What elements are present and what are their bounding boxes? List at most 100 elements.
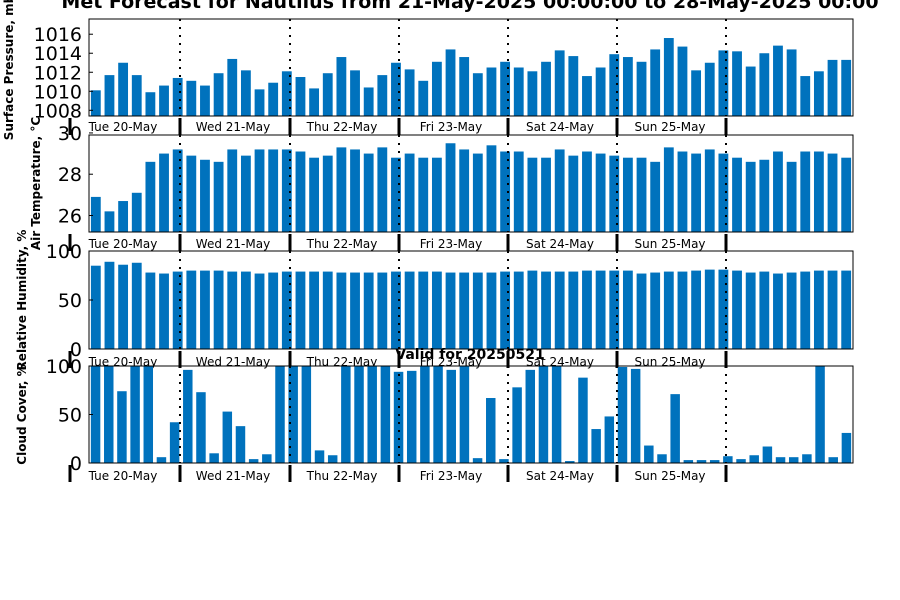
bar-30 [486,67,497,116]
bar-44 [677,46,688,116]
bar-36 [568,56,579,116]
bar-6 [156,457,167,463]
bar-49 [745,66,756,116]
day-label-5: Sat 24-May [526,120,594,134]
bar-39 [609,54,620,116]
bar-2 [104,75,115,116]
bar-9 [200,270,210,349]
bar-29 [472,153,483,232]
bar-42 [650,161,661,232]
bar-19 [336,272,347,349]
bar-28 [446,369,456,463]
bar-34 [541,271,551,349]
bar-15 [281,149,292,232]
day-label-2: Wed 21-May [196,355,270,369]
bar-54 [813,151,824,232]
bar-55 [827,153,838,232]
bar-56 [841,157,852,232]
panel-2: 26 28 30 Air Temperature, °C Tue 20-May Wed 2… [29,117,854,251]
y-tick-label-3: 30 [58,123,82,145]
bar-48 [732,270,742,349]
bar-7 [172,149,183,232]
figure-title: Met Forecast for Nautilus from 21-May-20… [61,0,878,13]
bar-45 [670,394,680,463]
bar-23 [391,157,401,232]
y-axis-label: Relative Humidity, % [15,230,29,371]
day-label-6: Sun 25-May [634,237,705,251]
y-tick-label-1: 0 [70,339,82,361]
bar-44 [657,454,667,463]
bar-7 [169,422,180,463]
bar-39 [609,155,620,232]
bar-22 [367,366,377,463]
bar-50 [759,53,770,116]
bar-55 [802,454,812,463]
bar-16 [295,77,306,116]
bar-13 [254,89,265,116]
bar-10 [213,270,224,349]
bar-53 [800,151,811,232]
bar-53 [800,271,811,349]
bar-15 [275,366,285,463]
y-tick-label-2: 50 [58,405,82,427]
bar-57 [828,457,838,463]
bar-30 [486,145,497,232]
bar-33 [527,157,538,232]
bar-54 [813,71,824,116]
bar-18 [322,73,333,116]
bar-41 [636,157,647,232]
y-tick-label-1: 0 [70,453,82,475]
day-label-2: Wed 21-May [196,120,270,134]
bar-56 [841,270,852,349]
bar-5 [143,366,154,463]
bar-7 [172,271,183,349]
bar-46 [704,269,715,349]
bar-49 [745,161,756,232]
bar-1 [90,265,101,349]
bar-32 [513,271,524,349]
y-axis-label: Air Temperature, °C [29,117,43,251]
day-label-6: Sun 25-May [634,120,705,134]
bar-35 [554,271,565,349]
bar-27 [445,143,456,232]
bar-21 [363,87,374,116]
bar-18 [314,450,325,463]
bar-43 [663,38,674,116]
bar-20 [341,366,351,463]
bar-34 [525,369,536,463]
bar-21 [354,366,364,463]
bar-24 [404,271,415,349]
bar-48 [732,51,742,116]
bar-40 [604,416,615,463]
day-label-5: Sat 24-May [526,469,594,483]
bar-50 [759,159,770,232]
bar-25 [406,370,417,463]
bar-15 [281,71,292,116]
bar-20 [350,70,360,116]
bar-46 [704,62,715,116]
day-label-3: Thu 22-May [306,469,378,483]
y-tick-label-2: 28 [58,164,82,186]
bar-28 [459,272,470,349]
bar-25 [418,80,429,116]
bar-26 [431,271,442,349]
bar-32 [499,459,509,463]
bar-11 [227,58,238,116]
bar-49 [745,272,756,349]
bar-34 [541,157,551,232]
day-label-3: Thu 22-May [306,237,378,251]
bar-7 [172,77,183,116]
bar-2 [104,366,114,463]
panel-3: 0 50 100 Relative Humidity, % Tue 20-May Wed … [15,230,854,371]
bar-4 [131,192,142,232]
bar-33 [512,387,522,463]
bar-53 [800,76,811,116]
bar-27 [433,366,443,463]
bar-24 [404,69,415,116]
bar-38 [595,153,606,232]
bar-51 [773,45,783,116]
bar-4 [130,366,140,463]
bar-56 [841,59,852,116]
y-tick-label-1: 26 [58,205,82,227]
